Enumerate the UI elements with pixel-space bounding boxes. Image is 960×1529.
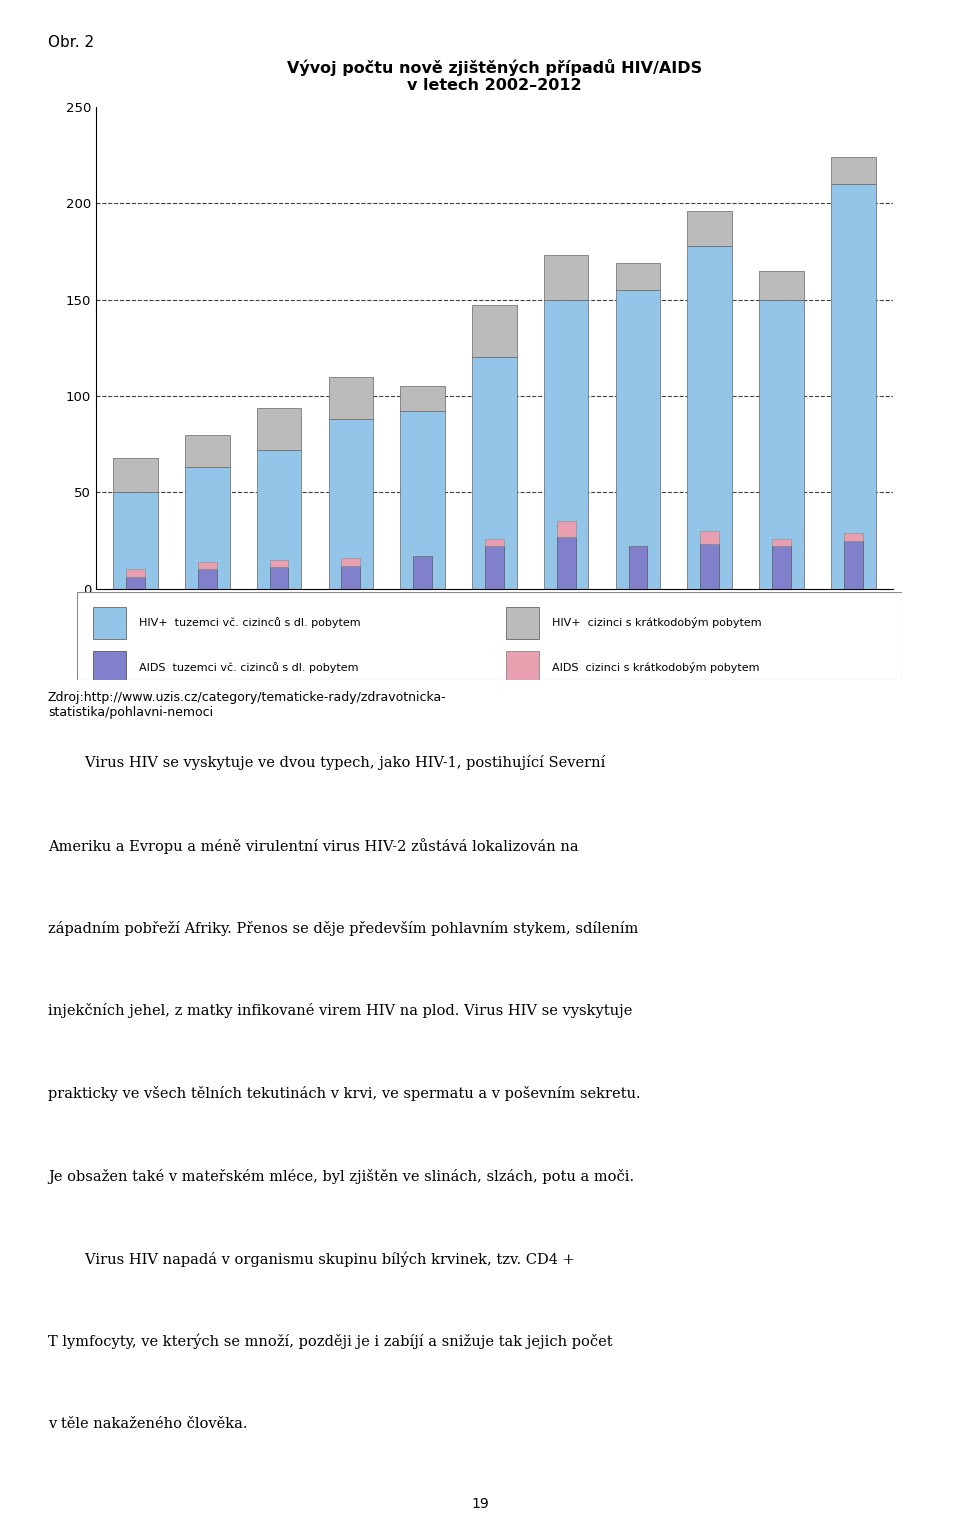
Bar: [328, 376, 373, 419]
Bar: [413, 557, 432, 589]
Title: Vývoj počtu nově zjištěných případů HIV/AIDS
v letech 2002–2012: Vývoj počtu nově zjištěných případů HIV/…: [287, 60, 702, 93]
Bar: [198, 561, 217, 569]
FancyBboxPatch shape: [77, 592, 902, 680]
Bar: [113, 492, 157, 589]
FancyBboxPatch shape: [93, 651, 127, 683]
Text: Virus HIV se vyskytuje ve dvou typech, jako HIV-1, postihující Severní: Virus HIV se vyskytuje ve dvou typech, j…: [48, 755, 606, 771]
Text: injekčních jehel, z matky infikované virem HIV na plod. Virus HIV se vyskytuje: injekčních jehel, z matky infikované vir…: [48, 1003, 633, 1018]
Bar: [831, 183, 876, 589]
Bar: [687, 246, 732, 589]
Bar: [472, 306, 516, 358]
Bar: [772, 546, 791, 589]
Bar: [126, 569, 145, 576]
Bar: [472, 358, 516, 589]
Bar: [256, 408, 301, 450]
Text: Virus HIV napadá v organismu skupinu bílých krvinek, tzv. CD4 +: Virus HIV napadá v organismu skupinu bíl…: [48, 1251, 575, 1268]
Bar: [342, 566, 360, 589]
Text: západním pobřeží Afriky. Přenos se děje především pohlavním stykem, sdílením: západním pobřeží Afriky. Přenos se děje …: [48, 920, 638, 936]
Text: prakticky ve všech tělních tekutinách v krvi, ve spermatu a v poševním sekretu.: prakticky ve všech tělních tekutinách v …: [48, 1086, 640, 1101]
Bar: [629, 546, 647, 589]
Bar: [844, 540, 863, 589]
Bar: [759, 300, 804, 589]
Bar: [400, 411, 444, 589]
Text: HIV+  cizinci s krátkodobým pobytem: HIV+ cizinci s krátkodobým pobytem: [552, 618, 761, 628]
Text: Ameriku a Evropu a méně virulentní virus HIV-2 zůstává lokalizován na: Ameriku a Evropu a méně virulentní virus…: [48, 838, 579, 855]
FancyBboxPatch shape: [93, 607, 127, 639]
FancyBboxPatch shape: [506, 607, 540, 639]
Text: Je obsažen také v mateřském mléce, byl zjištěn ve slinách, slzách, potu a moči.: Je obsažen také v mateřském mléce, byl z…: [48, 1168, 635, 1183]
Bar: [256, 450, 301, 589]
Text: Zdroj:http://www.uzis.cz/category/tematicke-rady/zdravotnicka-
statistika/pohlav: Zdroj:http://www.uzis.cz/category/temati…: [48, 691, 446, 719]
Text: 19: 19: [471, 1497, 489, 1511]
Bar: [185, 468, 229, 589]
Bar: [772, 538, 791, 546]
Bar: [544, 255, 588, 300]
Bar: [701, 531, 719, 544]
Bar: [270, 567, 288, 589]
Bar: [557, 537, 576, 589]
Text: AIDS  tuzemci vč. cizinců s dl. pobytem: AIDS tuzemci vč. cizinců s dl. pobytem: [138, 662, 358, 673]
FancyBboxPatch shape: [506, 651, 540, 683]
Bar: [485, 538, 504, 546]
Text: v těle nakaženého člověka.: v těle nakaženého člověka.: [48, 1416, 248, 1431]
Bar: [113, 457, 157, 492]
Bar: [544, 300, 588, 589]
Bar: [198, 569, 217, 589]
Bar: [687, 211, 732, 246]
Bar: [557, 521, 576, 537]
Bar: [400, 387, 444, 411]
Bar: [759, 271, 804, 300]
Bar: [342, 558, 360, 566]
Bar: [701, 544, 719, 589]
Text: T lymfocyty, ve kterých se množí, později je i zabíjí a snižuje tak jejich počet: T lymfocyty, ve kterých se množí, pozděj…: [48, 1333, 612, 1350]
Text: AIDS  cizinci s krátkodobým pobytem: AIDS cizinci s krátkodobým pobytem: [552, 662, 759, 673]
Bar: [485, 546, 504, 589]
Bar: [126, 576, 145, 589]
Text: HIV+  tuzemci vč. cizinců s dl. pobytem: HIV+ tuzemci vč. cizinců s dl. pobytem: [138, 618, 360, 628]
Bar: [615, 263, 660, 291]
Bar: [844, 532, 863, 540]
Bar: [270, 560, 288, 567]
Bar: [185, 434, 229, 468]
Bar: [831, 157, 876, 183]
Text: Obr. 2: Obr. 2: [48, 35, 94, 50]
Bar: [615, 291, 660, 589]
Bar: [328, 419, 373, 589]
